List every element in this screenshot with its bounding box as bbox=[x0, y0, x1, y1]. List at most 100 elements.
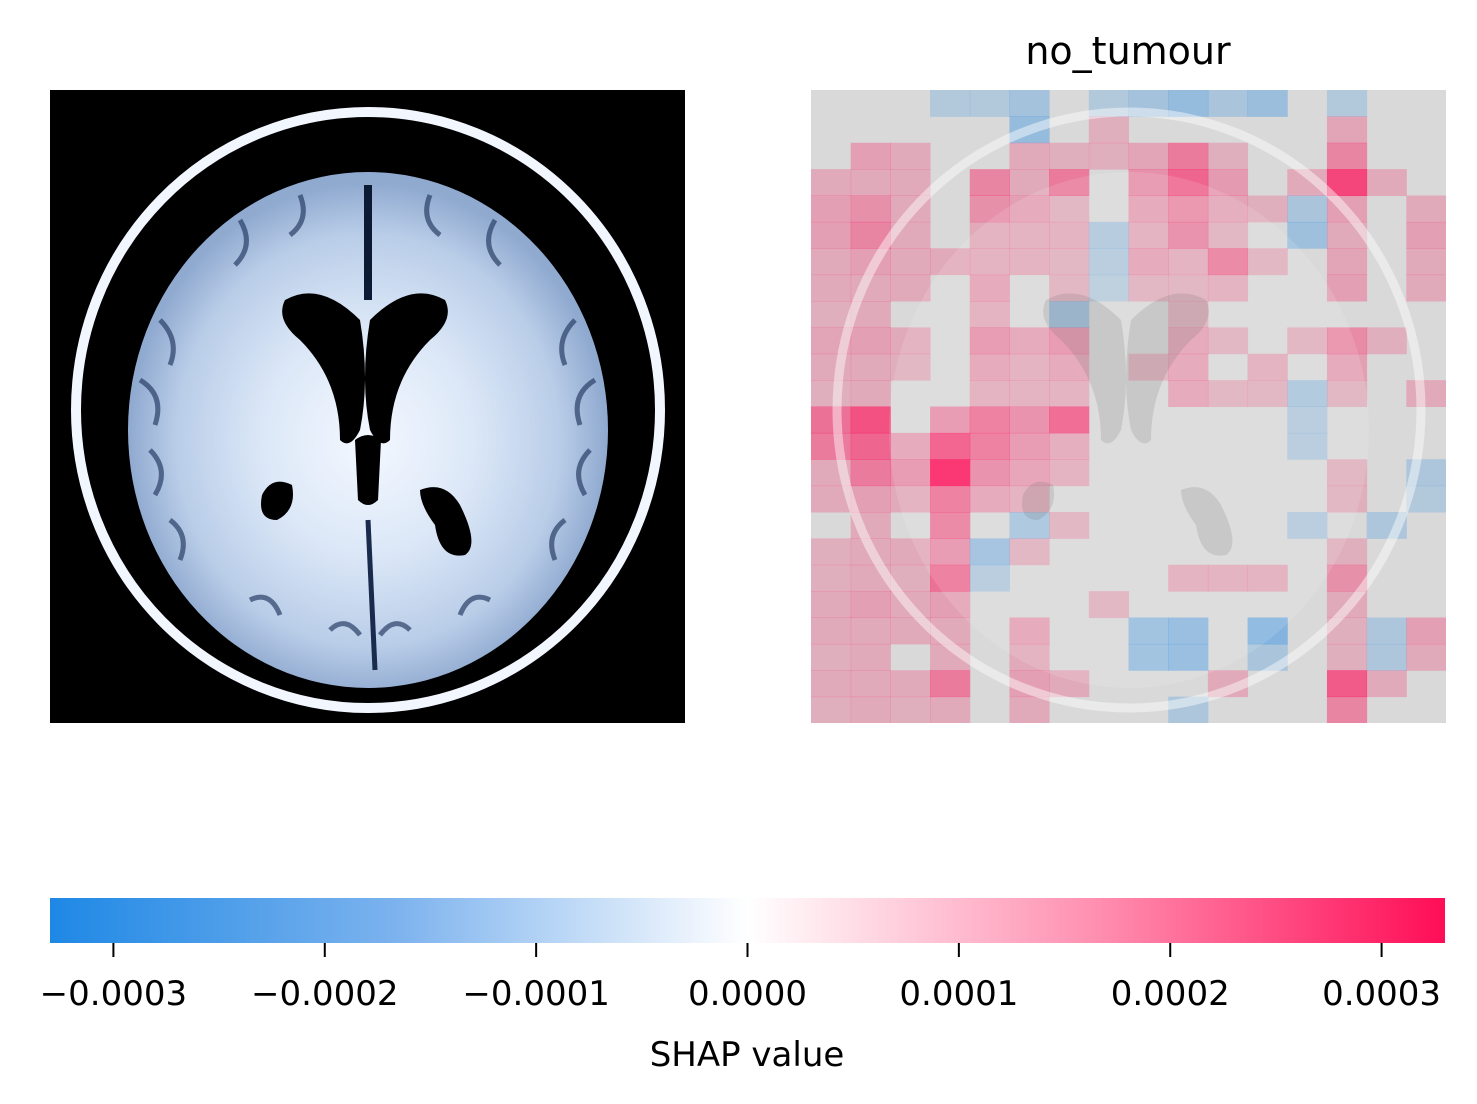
shap-cell bbox=[850, 274, 891, 302]
shap-cell bbox=[1406, 248, 1446, 276]
shap-cell bbox=[1049, 274, 1090, 302]
shap-cell bbox=[811, 670, 852, 698]
shap-cell bbox=[850, 643, 891, 671]
shap-cell bbox=[1326, 538, 1368, 566]
shap-cell bbox=[1049, 380, 1090, 408]
skull-ring bbox=[71, 107, 665, 713]
shap-cell bbox=[850, 353, 891, 381]
gyri-pattern bbox=[138, 194, 597, 637]
shap-cell bbox=[1247, 195, 1288, 223]
shap-cell bbox=[1088, 274, 1129, 302]
midline-fissure-lower bbox=[365, 519, 378, 671]
shap-cell bbox=[811, 327, 852, 355]
shap-cell bbox=[890, 353, 931, 381]
shap-cell bbox=[1247, 380, 1288, 408]
shap-cell bbox=[1287, 406, 1328, 434]
shap-cell bbox=[1128, 221, 1169, 249]
shap-cell bbox=[1128, 274, 1169, 302]
shap-cell bbox=[1326, 195, 1368, 223]
shap-cell bbox=[1247, 643, 1288, 671]
shap-cell bbox=[930, 406, 971, 434]
shap-cell bbox=[811, 485, 852, 513]
input-image-panel bbox=[50, 90, 685, 723]
shap-cell bbox=[1168, 696, 1209, 723]
shap-cell bbox=[1406, 459, 1446, 487]
shap-cell bbox=[1207, 221, 1249, 249]
shap-cell bbox=[1049, 142, 1090, 170]
shap-cell bbox=[890, 432, 931, 460]
shap-cell bbox=[1247, 617, 1288, 645]
shap-cell bbox=[1326, 90, 1368, 117]
shap-cell bbox=[1287, 512, 1328, 539]
shap-cell bbox=[1326, 617, 1368, 645]
shap-cell bbox=[1207, 169, 1249, 197]
shap-cell bbox=[969, 564, 1010, 592]
shap-cell bbox=[930, 617, 971, 645]
shap-cell bbox=[1406, 380, 1446, 408]
shap-cell bbox=[1009, 643, 1050, 671]
shap-cell bbox=[1168, 327, 1209, 355]
shap-cell bbox=[1049, 221, 1090, 249]
colorbar: −0.0003 −0.0002 −0.0001 0.0000 0.0001 0.0002 0… bbox=[40, 898, 1445, 1075]
shap-cell bbox=[969, 380, 1010, 408]
shap-cell bbox=[969, 538, 1010, 566]
shap-cell bbox=[1168, 353, 1209, 381]
shap-cell bbox=[969, 459, 1010, 487]
shap-cell bbox=[1287, 221, 1328, 249]
shap-cell bbox=[1009, 248, 1050, 276]
shap-cell bbox=[850, 195, 891, 223]
shap-cell bbox=[1326, 485, 1368, 513]
shap-cell bbox=[1207, 274, 1249, 302]
shap-cell bbox=[1207, 670, 1249, 698]
shap-cell bbox=[1049, 512, 1090, 539]
shap-cell bbox=[1326, 221, 1368, 249]
shap-cell bbox=[969, 90, 1010, 117]
shap-cell bbox=[1168, 274, 1209, 302]
shap-cell bbox=[1049, 301, 1090, 328]
shap-cell bbox=[1168, 142, 1209, 170]
shap-cell bbox=[1009, 195, 1050, 223]
shap-cell bbox=[1247, 353, 1288, 381]
shap-cell bbox=[1009, 406, 1050, 434]
shap-cell bbox=[1128, 90, 1169, 117]
shap-cell bbox=[890, 538, 931, 566]
shap-cell bbox=[930, 248, 971, 276]
shap-cell bbox=[850, 169, 891, 197]
colorbar-tick-label: −0.0001 bbox=[462, 974, 609, 1014]
shap-cell bbox=[1326, 327, 1368, 355]
shap-cell bbox=[1009, 459, 1050, 487]
shap-cell bbox=[1406, 274, 1446, 302]
shap-cell bbox=[1326, 169, 1368, 197]
shap-cell bbox=[811, 195, 852, 223]
shap-cell bbox=[1128, 248, 1169, 276]
shap-cell bbox=[1168, 195, 1209, 223]
colorbar-gradient bbox=[50, 898, 1445, 943]
shap-cell bbox=[969, 327, 1010, 355]
frontal-ventricles bbox=[282, 293, 448, 444]
shap-cell bbox=[1088, 142, 1129, 170]
shap-cell bbox=[1168, 380, 1209, 408]
shap-cells bbox=[811, 90, 1446, 723]
shap-cell bbox=[1326, 248, 1368, 276]
colorbar-tick-label: 0.0001 bbox=[899, 974, 1018, 1014]
shap-cell bbox=[1009, 353, 1050, 381]
shap-cell bbox=[969, 248, 1010, 276]
shap-cell bbox=[1088, 248, 1129, 276]
shap-cell bbox=[1009, 169, 1050, 197]
shap-cell bbox=[969, 169, 1010, 197]
shap-cell bbox=[890, 459, 931, 487]
shap-cell bbox=[890, 327, 931, 355]
faded-ventricles bbox=[1022, 293, 1233, 556]
shap-cell bbox=[930, 485, 971, 513]
shap-cell bbox=[850, 696, 891, 723]
shap-cell bbox=[890, 248, 931, 276]
shap-cell bbox=[969, 221, 1010, 249]
shap-cell bbox=[850, 327, 891, 355]
shap-cell bbox=[890, 591, 931, 619]
shap-cell bbox=[1326, 353, 1368, 381]
shap-cell bbox=[850, 221, 891, 249]
shap-cell bbox=[1406, 643, 1446, 671]
shap-cell bbox=[1247, 90, 1288, 117]
shap-cell bbox=[1207, 564, 1249, 592]
